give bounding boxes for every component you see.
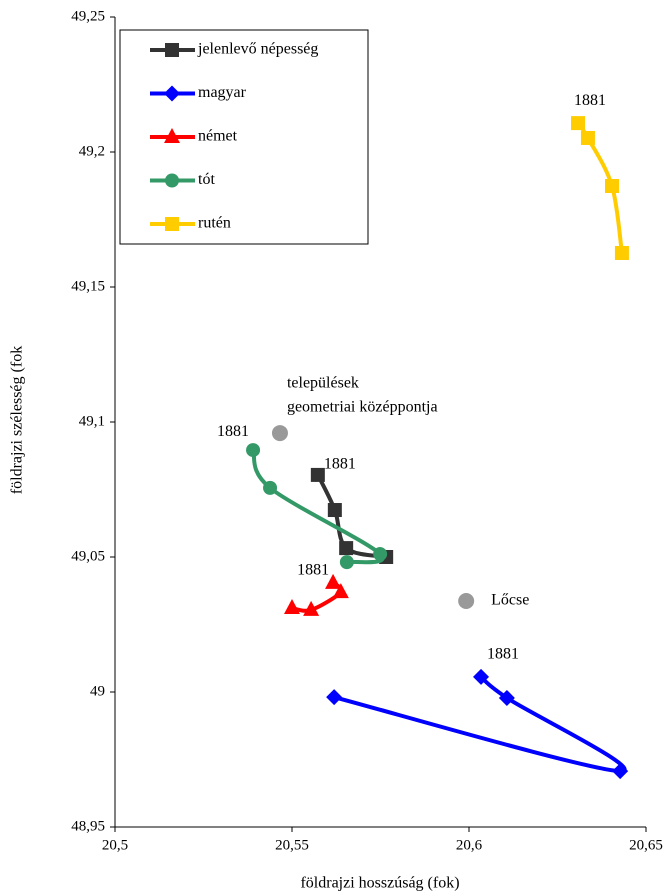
marker (284, 599, 300, 615)
marker (605, 179, 620, 194)
x-tick-label: 20,6 (456, 837, 483, 853)
x-tick-label: 20,5 (102, 837, 128, 853)
marker (263, 480, 278, 495)
marker (246, 443, 261, 458)
y-tick-label: 49,25 (71, 8, 105, 24)
marker (164, 85, 180, 102)
marker (332, 583, 349, 599)
point-label: települések (287, 375, 359, 392)
x-axis-label: földrajzi hosszúság (fok) (300, 875, 459, 892)
y-tick-label: 49,15 (71, 278, 105, 294)
marker (498, 689, 515, 706)
series-line (251, 449, 385, 565)
point-label: Lőcse (491, 592, 529, 609)
marker (612, 763, 629, 780)
y-tick-label: 49,1 (79, 413, 105, 429)
marker (339, 555, 354, 570)
y-axis-label: földrajzi szélesség (fok (9, 346, 26, 494)
marker (303, 600, 320, 616)
start-label: 1881 (217, 423, 249, 440)
start-label: 1881 (297, 562, 329, 579)
start-label: 1881 (574, 92, 606, 109)
point-label: geometriai középpontja (287, 399, 438, 416)
start-label: 1881 (487, 646, 519, 663)
reference-point (458, 593, 475, 610)
series-line (333, 675, 627, 774)
marker (580, 130, 595, 145)
marker (473, 668, 490, 685)
marker (373, 547, 388, 562)
legend-label: tót (198, 171, 215, 188)
y-tick-label: 49 (90, 683, 105, 699)
start-label: 1881 (324, 456, 356, 473)
marker (165, 217, 179, 231)
legend-label: magyar (198, 84, 247, 101)
marker (339, 541, 354, 556)
legend-label: német (198, 128, 238, 145)
legend-label: jelenlevő népesség (197, 41, 318, 58)
marker (326, 689, 343, 706)
legend-label: rutén (198, 215, 231, 232)
x-tick-label: 20,65 (629, 837, 663, 853)
x-tick-label: 20,55 (275, 837, 309, 853)
marker (327, 503, 342, 518)
marker (165, 173, 179, 188)
y-tick-label: 48,95 (71, 818, 105, 834)
marker (571, 116, 586, 131)
y-tick-label: 49,2 (79, 143, 105, 159)
legend: jelenlevő népesség magyar német tót rutén (119, 29, 369, 245)
y-tick-label: 49,05 (71, 548, 105, 564)
marker (614, 245, 629, 260)
reference-point (271, 425, 288, 442)
marker (165, 43, 179, 57)
marker (325, 573, 342, 589)
marker (164, 128, 180, 143)
marker (310, 467, 325, 482)
